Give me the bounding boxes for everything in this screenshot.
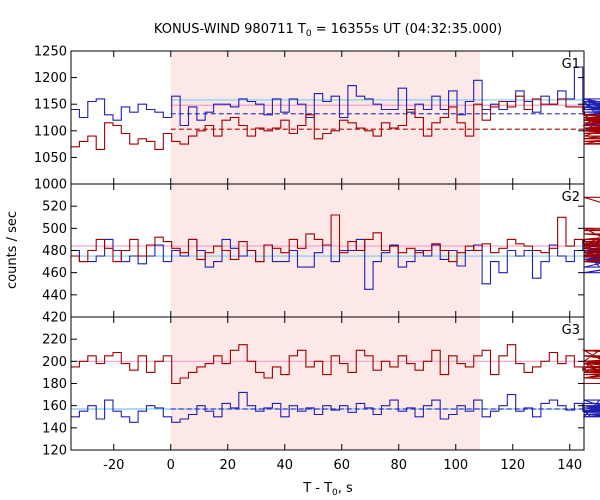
y-tick-label: 480 — [42, 244, 67, 259]
series-blue-panel-3 — [71, 391, 600, 423]
shaded-interval — [170, 51, 480, 450]
series-blue-panel-1 — [71, 66, 600, 132]
panel-2 — [71, 196, 600, 290]
panel-frame-3 — [70, 316, 585, 451]
series-red-panel-1 — [71, 95, 600, 150]
y-tick-label: 1250 — [34, 45, 67, 60]
y-tick-label: 120 — [42, 444, 67, 459]
y-tick-label: 520 — [42, 200, 67, 215]
y-tick-label: 200 — [42, 355, 67, 370]
y-tick-label: 500 — [42, 222, 67, 237]
x-tick-label: 20 — [219, 458, 236, 473]
series-red-panel-3 — [71, 344, 600, 385]
x-tick-label: 140 — [557, 458, 582, 473]
x-tick-label: 40 — [276, 458, 293, 473]
series-red-panel-2 — [71, 196, 600, 263]
panel-label-2: G2 — [562, 190, 580, 205]
y-tick-label: 160 — [42, 399, 67, 414]
y-tick-label: 220 — [42, 333, 67, 348]
y-tick-label: 420 — [42, 311, 67, 326]
y-tick-label: 1050 — [34, 151, 67, 166]
y-tick-label: 180 — [42, 377, 67, 392]
y-tick-label: 1000 — [34, 178, 67, 193]
x-tick-label: 0 — [167, 458, 175, 473]
panel-1 — [71, 66, 600, 150]
y-tick-label: 1200 — [34, 71, 67, 86]
panel-3 — [71, 344, 600, 423]
x-tick-label: 80 — [390, 458, 407, 473]
y-tick-label: 1150 — [34, 98, 67, 113]
series-blue-panel-2 — [71, 238, 600, 290]
shade-layer — [170, 51, 480, 450]
y-tick-label: 440 — [42, 288, 67, 303]
panel-label-3: G3 — [562, 323, 580, 338]
y-tick-label: 1100 — [34, 124, 67, 139]
frame-layer: 100010501100115012001250G142044046048050… — [34, 45, 585, 473]
x-tick-label: 120 — [500, 458, 525, 473]
x-tick-label: -20 — [103, 458, 124, 473]
x-axis-label: T - T0, s — [302, 481, 353, 498]
chart-title: KONUS-WIND 980711 T0 = 16355s UT (04:32:… — [154, 22, 502, 39]
y-axis-label: counts / sec — [5, 211, 20, 289]
x-tick-label: 100 — [443, 458, 468, 473]
x-tick-label: 60 — [333, 458, 350, 473]
y-tick-label: 140 — [42, 421, 67, 436]
panel-label-1: G1 — [562, 57, 580, 72]
y-tick-label: 460 — [42, 266, 67, 281]
plot-layer — [71, 66, 600, 423]
